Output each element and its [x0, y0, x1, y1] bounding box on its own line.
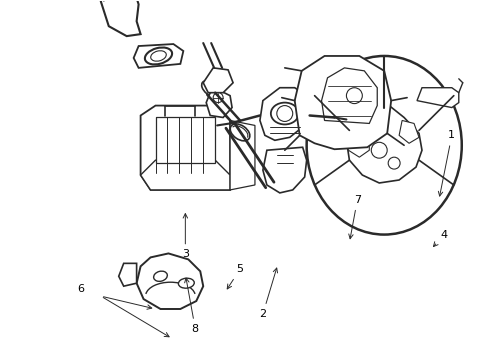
Polygon shape: [346, 105, 422, 183]
Text: 6: 6: [77, 284, 84, 294]
Ellipse shape: [151, 51, 166, 61]
Polygon shape: [321, 68, 377, 123]
Polygon shape: [203, 68, 233, 93]
Text: 1: 1: [439, 130, 455, 196]
Polygon shape: [119, 264, 137, 286]
Polygon shape: [263, 147, 307, 193]
Ellipse shape: [178, 278, 194, 288]
Polygon shape: [399, 121, 419, 143]
Text: 5: 5: [227, 264, 244, 289]
Text: 8: 8: [185, 278, 199, 334]
Ellipse shape: [271, 103, 299, 125]
Polygon shape: [155, 117, 215, 163]
Circle shape: [388, 157, 400, 169]
Polygon shape: [141, 105, 230, 190]
Polygon shape: [260, 88, 310, 140]
Text: 4: 4: [434, 230, 447, 247]
Ellipse shape: [230, 124, 250, 141]
Polygon shape: [230, 121, 255, 190]
Ellipse shape: [202, 81, 219, 96]
Circle shape: [213, 93, 223, 103]
Text: 3: 3: [182, 213, 189, 260]
Text: 2: 2: [259, 268, 277, 319]
Ellipse shape: [307, 56, 462, 235]
Polygon shape: [101, 0, 141, 36]
Polygon shape: [294, 56, 391, 149]
Polygon shape: [137, 253, 203, 309]
Ellipse shape: [154, 271, 167, 282]
Polygon shape: [417, 88, 459, 108]
Polygon shape: [346, 127, 369, 157]
Circle shape: [277, 105, 293, 121]
Ellipse shape: [145, 48, 172, 64]
Polygon shape: [141, 160, 230, 190]
Circle shape: [371, 142, 387, 158]
Text: 7: 7: [349, 195, 361, 239]
Polygon shape: [134, 44, 183, 68]
Polygon shape: [206, 90, 232, 117]
Circle shape: [346, 88, 362, 104]
